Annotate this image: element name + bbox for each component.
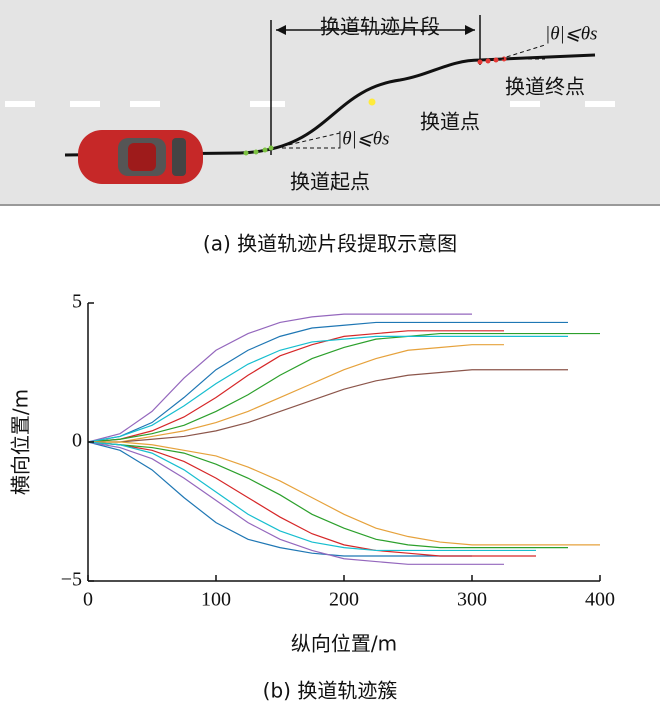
angle-lines xyxy=(274,44,546,149)
plot xyxy=(87,313,600,565)
x-tick-label: 0 xyxy=(83,589,93,611)
segment-label: 换道轨迹片段 xyxy=(320,15,440,39)
trajectory-line xyxy=(87,441,536,557)
y-tick-label: 5 xyxy=(72,291,82,313)
caption-a: (a) 换道轨迹片段提取示意图 xyxy=(203,232,457,256)
end-point-label: 换道终点 xyxy=(505,75,585,99)
x-tick-label: 100 xyxy=(201,589,231,611)
trajectory-line xyxy=(87,330,504,443)
x-tick-label: 400 xyxy=(585,589,615,611)
x-axis-label: 纵向位置/m xyxy=(291,632,397,656)
trajectory-line xyxy=(88,369,568,443)
car xyxy=(78,130,203,184)
caption-b: (b) 换道轨迹簇 xyxy=(263,679,398,703)
trajectory-line xyxy=(88,344,504,443)
x-tick-label: 300 xyxy=(457,589,487,611)
trajectory-line xyxy=(87,332,600,443)
y-tick-label: −5 xyxy=(61,569,82,591)
trajectory-line xyxy=(87,335,568,443)
change-point-dot xyxy=(368,98,376,106)
start-dots xyxy=(243,145,274,156)
trajectory-line xyxy=(87,441,536,552)
start-point-label: 换道起点 xyxy=(290,170,370,194)
trajectory xyxy=(64,53,596,157)
trajectory-line xyxy=(87,441,568,549)
trajectory-line xyxy=(87,441,504,565)
change-point-label: 换道点 xyxy=(420,110,480,134)
trajectory-line xyxy=(87,313,472,443)
theta-start-label: |θ|⩽θs xyxy=(337,128,389,149)
trajectory-line xyxy=(87,441,472,557)
y-axis-label: 横向位置/m xyxy=(9,389,33,495)
trajectory-line xyxy=(88,441,600,546)
theta-end-label: |θ|⩽θs xyxy=(545,23,597,44)
x-tick-label: 200 xyxy=(329,589,359,611)
y-tick-label: 0 xyxy=(72,430,82,452)
trajectory-line xyxy=(87,321,568,443)
